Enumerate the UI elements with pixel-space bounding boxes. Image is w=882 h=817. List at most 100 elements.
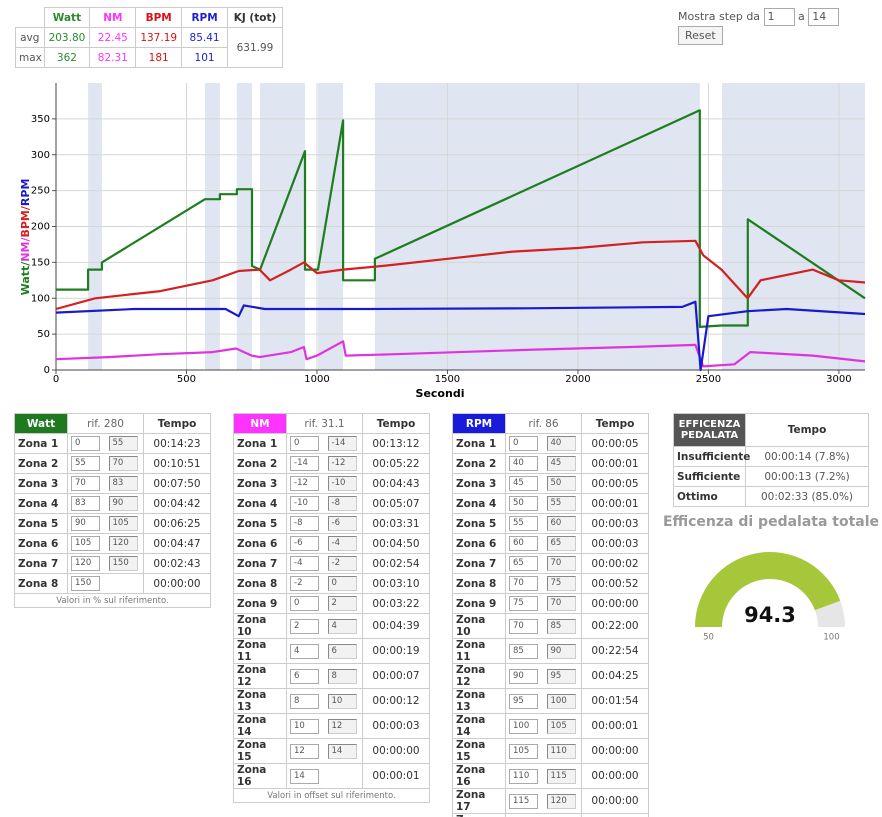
input-from[interactable]: 1 bbox=[763, 8, 795, 26]
to-cell: 14 bbox=[324, 738, 364, 764]
zone-row: Zona 3 45 50 00:00:05 bbox=[452, 473, 650, 494]
from-input[interactable]: 0 bbox=[509, 436, 538, 451]
input-to[interactable]: 14 bbox=[808, 8, 840, 26]
to-cell bbox=[543, 813, 583, 817]
from-input[interactable]: 120 bbox=[71, 556, 100, 571]
zone-label: Zona 14 bbox=[452, 713, 506, 739]
from-input[interactable]: -8 bbox=[290, 516, 319, 531]
from-input[interactable]: 45 bbox=[509, 476, 538, 491]
x-tick-label: 1000 bbox=[304, 374, 329, 385]
time-header: Tempo bbox=[745, 413, 869, 447]
to-input: 55 bbox=[108, 436, 138, 451]
from-cell: 45 bbox=[505, 473, 544, 494]
step-controls: Mostra step da 1 a 14 Reset bbox=[678, 8, 882, 45]
reset-button[interactable]: Reset bbox=[678, 26, 723, 45]
zone-label: Zona 7 bbox=[233, 553, 287, 574]
from-input[interactable]: 2 bbox=[290, 618, 319, 634]
from-input[interactable]: 70 bbox=[509, 576, 538, 591]
from-input[interactable]: 150 bbox=[71, 576, 100, 591]
from-input[interactable]: 4 bbox=[290, 643, 319, 659]
from-input[interactable]: -4 bbox=[290, 556, 319, 571]
zone-row: Zona 18120 00:00:00 bbox=[452, 813, 650, 817]
to-cell: 105 bbox=[543, 713, 583, 739]
zone-row: Zona 15 12 14 00:00:00 bbox=[233, 738, 431, 764]
zone-label: Zona 6 bbox=[233, 533, 287, 554]
zone-time: 00:03:22 bbox=[362, 593, 431, 614]
from-input[interactable]: 70 bbox=[71, 476, 100, 491]
zone-label: Zona 18 bbox=[452, 813, 506, 817]
from-input[interactable]: 83 bbox=[71, 496, 100, 511]
from-input[interactable]: 110 bbox=[509, 768, 538, 784]
from-input[interactable]: 60 bbox=[509, 536, 538, 551]
chart: Watt/NM/BPM/RPM Secondi 0 50 100 150 200 250 3… bbox=[19, 83, 866, 400]
from-cell: 0 bbox=[286, 593, 325, 614]
zone-row: Zona 5 55 60 00:00:03 bbox=[452, 513, 650, 534]
y-tick-label: 100 bbox=[31, 293, 50, 304]
zone-time: 00:02:43 bbox=[143, 553, 212, 574]
to-input: 2 bbox=[327, 596, 357, 611]
from-input[interactable]: 55 bbox=[509, 516, 538, 531]
from-input[interactable]: 0 bbox=[290, 596, 319, 611]
zone-time: 00:00:03 bbox=[362, 713, 431, 739]
zone-time: 00:22:54 bbox=[581, 638, 650, 664]
zone-label: Zona 1 bbox=[452, 433, 506, 454]
zone-label: Zona 13 bbox=[452, 688, 506, 714]
zone-row: Zona 4 -10 -8 00:05:07 bbox=[233, 493, 431, 514]
from-input[interactable]: 100 bbox=[509, 718, 538, 734]
y-tick-label: 200 bbox=[31, 222, 50, 233]
from-cell: -12 bbox=[286, 473, 325, 494]
from-input[interactable]: -14 bbox=[290, 456, 319, 471]
zone-header-row: RPM rif. 86 Tempo bbox=[452, 413, 650, 434]
to-input: 110 bbox=[546, 743, 576, 759]
from-input[interactable]: 105 bbox=[71, 536, 100, 551]
zone-label: Zona 7 bbox=[14, 553, 68, 574]
from-input[interactable]: 115 bbox=[509, 793, 538, 809]
zone-label: Zona 10 bbox=[452, 613, 506, 639]
zone-time: 00:05:07 bbox=[362, 493, 431, 514]
from-input[interactable]: 0 bbox=[290, 436, 319, 451]
to-input: 70 bbox=[108, 456, 138, 471]
from-input[interactable]: 85 bbox=[509, 643, 538, 659]
to-cell: 85 bbox=[543, 613, 583, 639]
from-input[interactable]: -12 bbox=[290, 476, 319, 491]
gauge-value: 94.3 bbox=[744, 603, 796, 627]
from-input[interactable]: 8 bbox=[290, 693, 319, 709]
zone-time: 00:00:00 bbox=[581, 788, 650, 814]
to-cell: 150 bbox=[105, 553, 145, 574]
from-input[interactable]: 50 bbox=[509, 496, 538, 511]
zone-label: Zona 10 bbox=[233, 613, 287, 639]
from-cell: 75 bbox=[505, 593, 544, 614]
zone-row: Zona 14 100 105 00:00:01 bbox=[452, 713, 650, 739]
from-input[interactable]: 12 bbox=[290, 743, 319, 759]
from-input[interactable]: -10 bbox=[290, 496, 319, 511]
from-input[interactable]: 14 bbox=[290, 768, 319, 784]
from-input[interactable]: -6 bbox=[290, 536, 319, 551]
zone-row: Zona 8 -2 0 00:03:10 bbox=[233, 573, 431, 594]
from-input[interactable]: 95 bbox=[509, 693, 538, 709]
from-input[interactable]: 90 bbox=[71, 516, 100, 531]
to-cell: 70 bbox=[543, 553, 583, 574]
from-input[interactable]: 75 bbox=[509, 596, 538, 611]
to-input: -8 bbox=[327, 496, 357, 511]
from-input[interactable]: 6 bbox=[290, 668, 319, 684]
from-input[interactable]: 105 bbox=[509, 743, 538, 759]
zone-header-row: NM rif. 31.1 Tempo bbox=[233, 413, 431, 434]
zone-time: 00:00:19 bbox=[362, 638, 431, 664]
from-input[interactable]: 40 bbox=[509, 456, 538, 471]
zone-row: Zona 7 -4 -2 00:02:54 bbox=[233, 553, 431, 574]
efficiency-time: 00:00:13 (7.2%) bbox=[745, 466, 869, 487]
zone-label: Zona 8 bbox=[452, 573, 506, 594]
from-input[interactable]: 0 bbox=[71, 436, 100, 451]
to-input: -12 bbox=[327, 456, 357, 471]
from-input[interactable]: 70 bbox=[509, 618, 538, 634]
from-input[interactable]: 10 bbox=[290, 718, 319, 734]
from-input[interactable]: 55 bbox=[71, 456, 100, 471]
from-cell: 115 bbox=[505, 788, 544, 814]
from-input[interactable]: 65 bbox=[509, 556, 538, 571]
y-label-part: BPM/ bbox=[19, 205, 32, 237]
from-input[interactable]: 90 bbox=[509, 668, 538, 684]
zone-row: Zona 4 83 90 00:04:42 bbox=[14, 493, 212, 514]
from-cell: 40 bbox=[505, 453, 544, 474]
from-input[interactable]: -2 bbox=[290, 576, 319, 591]
zone-time: 00:00:05 bbox=[581, 473, 650, 494]
